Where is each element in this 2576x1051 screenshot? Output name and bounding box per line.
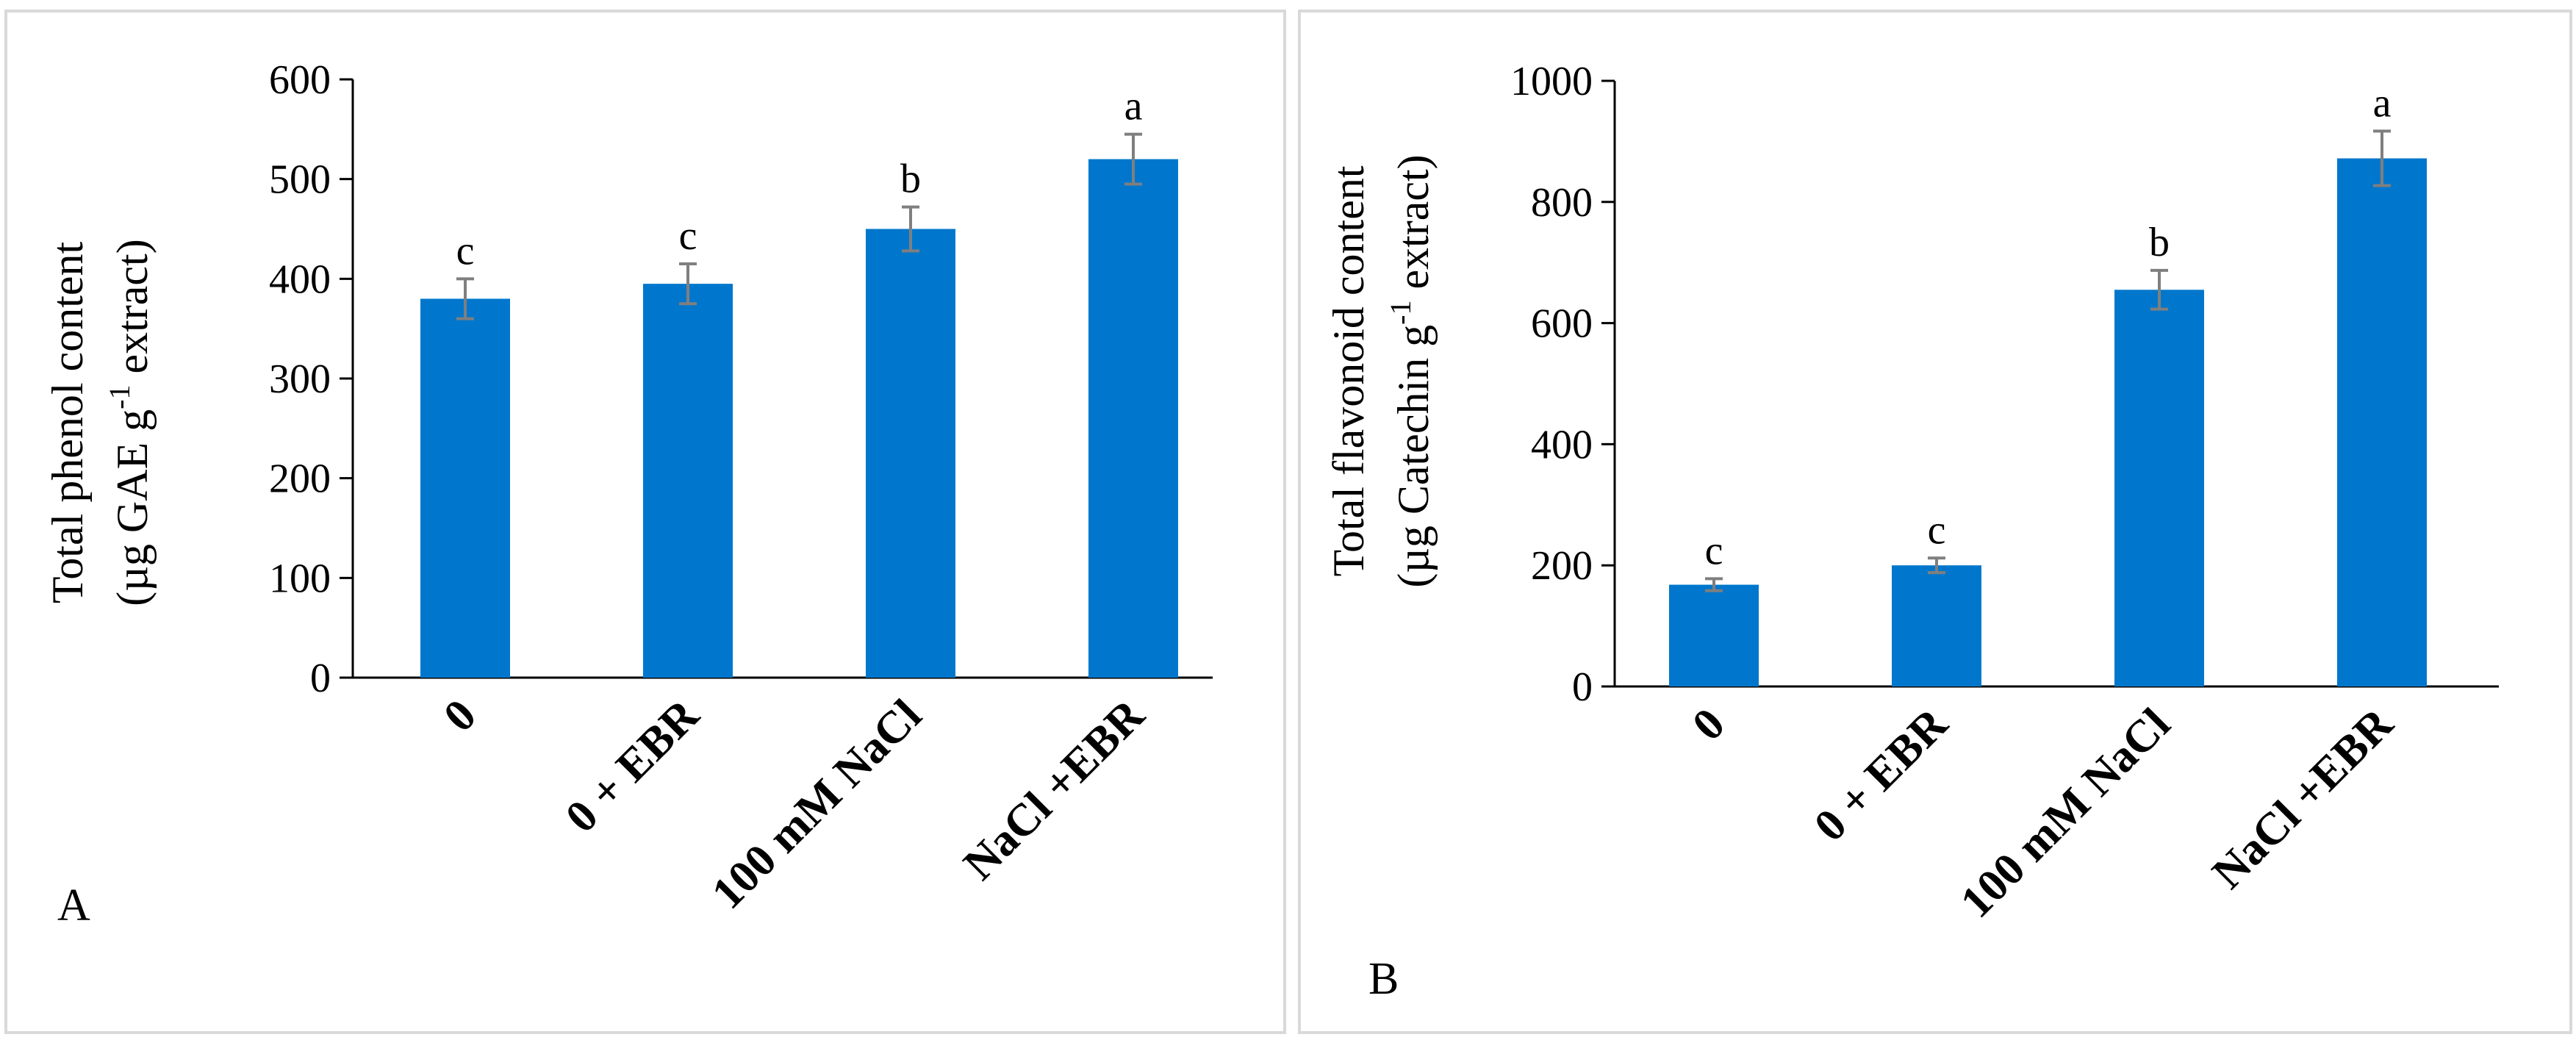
panel-b-error-bar (1705, 577, 1723, 592)
panel-b-label: B (1368, 954, 1399, 1004)
panel-b-bar (1892, 565, 1981, 686)
panel-a-bar (866, 229, 955, 678)
panel-b-significance-letter: c (1928, 507, 1946, 553)
panel-b-y-tick-label: 200 (1531, 543, 1593, 589)
panel-a-bar (1088, 159, 1178, 678)
panel-a-significance-letter: a (1124, 84, 1143, 129)
panel-b-significance-letter: b (2149, 220, 2170, 265)
panel-a-y-tick-label: 400 (269, 257, 331, 302)
panel-a-frame (4, 10, 1286, 1034)
panel-a-label: A (57, 880, 90, 930)
panel-a-y-tick-label: 100 (269, 556, 331, 601)
panel-b-bar (2114, 290, 2204, 686)
panel-a-bar (420, 298, 510, 678)
panel-b-error-bar (2150, 268, 2168, 311)
panel-a-error-bar (1124, 132, 1142, 186)
panel-b-y-tick-label: 600 (1531, 301, 1593, 347)
panel-b-bar (1669, 584, 1759, 686)
panel-a-y-tick-label: 200 (269, 456, 331, 502)
panel-a-error-bar (456, 277, 474, 320)
panel-b-y-axis-title-line2: (µg Catechin g-1 extract) (1384, 154, 1438, 587)
panel-b-significance-letter: c (1705, 528, 1723, 573)
panel-b-error-bar (1928, 556, 1945, 575)
panel-a-y-tick-label: 0 (310, 656, 331, 701)
panel-a-significance-letter: c (456, 228, 475, 273)
panel-b-frame (1298, 10, 2572, 1034)
panel-b-bar (2337, 158, 2427, 687)
panel-b-y-tick-label: 400 (1531, 422, 1593, 467)
panel-b-y-axis-title-line1: Total flavonoid content (1324, 165, 1373, 576)
panel-a-error-bar (679, 262, 697, 306)
panel-a-significance-letter: c (679, 213, 697, 259)
panel-a-significance-letter: b (900, 157, 921, 202)
panel-a-y-tick-label: 600 (269, 57, 331, 103)
panel-b-error-bar (2373, 129, 2391, 187)
panel-a-error-bar (902, 205, 919, 253)
panel-a-y-axis-title-line1: Total phenol content (43, 242, 92, 604)
panel-a-y-axis-title-line2: (µg GAE g-1 extract) (103, 239, 157, 606)
panel-a-y-tick-label: 500 (269, 157, 331, 203)
panel-b-y-tick-label: 0 (1572, 664, 1593, 710)
panel-a-bar (643, 284, 733, 678)
panel-b-y-tick-label: 800 (1531, 180, 1593, 226)
panel-a-y-tick-label: 300 (269, 356, 331, 402)
panel-b-significance-letter: a (2373, 80, 2392, 126)
panel-b-y-tick-label: 1000 (1510, 59, 1593, 104)
